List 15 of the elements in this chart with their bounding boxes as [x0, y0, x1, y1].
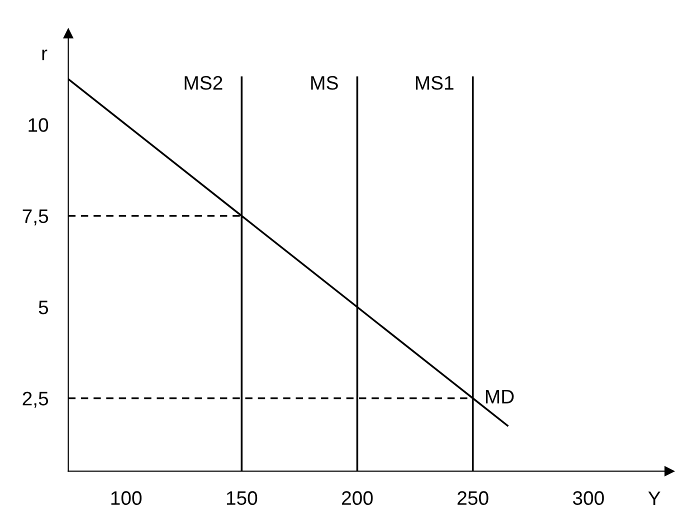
x-tick-label: 250: [458, 491, 488, 505]
x-tick-label: 150: [226, 491, 258, 505]
y-tick-label: 7,5: [22, 210, 48, 226]
y-tick-label: 2,5: [22, 392, 48, 408]
y-tick-label: 10: [28, 118, 48, 132]
x-tick-label: 100: [111, 491, 142, 505]
x-tick-label: 200: [342, 491, 373, 505]
series-label: MD: [486, 390, 514, 404]
ref-line-label: MS2: [184, 76, 222, 90]
x-axis-title: Y: [648, 492, 660, 506]
y-tick-label: 5: [38, 300, 48, 314]
ref-line-label: MS: [311, 76, 338, 90]
ref-line-label: MS1: [416, 76, 454, 90]
x-tick-label: 300: [572, 491, 604, 505]
y-axis-title: r: [42, 50, 48, 60]
